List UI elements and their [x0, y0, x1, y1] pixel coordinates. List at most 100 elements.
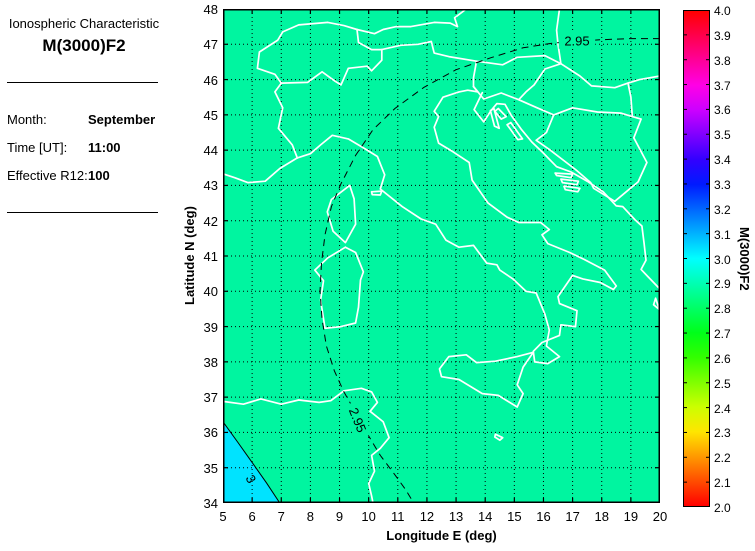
island-cres [489, 107, 501, 130]
sardinia [313, 246, 365, 330]
y-tick-label: 42 [203, 213, 218, 229]
x-tick-label: 13 [448, 509, 464, 524]
y-tick-label: 47 [203, 37, 218, 53]
y-tick-label: 41 [203, 249, 218, 264]
plot-frame [223, 9, 660, 503]
colorbar-tick-label: 3.9 [714, 28, 731, 43]
divider-top [7, 82, 158, 83]
colorbar-tick-label: 3.3 [714, 177, 731, 192]
elba [370, 190, 383, 196]
contour-label-box [558, 32, 596, 49]
colorbar-tick-label: 2.1 [714, 476, 731, 491]
colorbar-tick-label: 2.6 [714, 351, 731, 366]
contour-3 [223, 421, 281, 503]
time-label: Time [UT]: [7, 140, 68, 155]
colorbar-label: M(3000)F2 [737, 226, 752, 291]
colorbar-ticks [683, 34, 710, 483]
france-coast [223, 157, 299, 184]
contour-label-box [343, 400, 372, 440]
colorbar-tick-label: 2.3 [714, 426, 731, 441]
austria-north-border [356, 9, 468, 35]
param-row-month: Month: September [0, 112, 215, 128]
contour-2.95 [319, 38, 660, 503]
austria-hungary-border [555, 9, 562, 65]
corsica [326, 184, 357, 244]
y-tick-label: 43 [203, 178, 218, 194]
characteristic-name: M(3000)F2 [42, 36, 126, 55]
month-value: September [88, 112, 156, 127]
corfu [652, 297, 660, 311]
panel-title: Ionospheric Characteristic [8, 16, 160, 31]
x-tick-label: 19 [623, 509, 639, 524]
island-krk [493, 107, 508, 120]
x-tick-label: 11 [391, 509, 405, 524]
x-tick-label: 9 [335, 509, 344, 524]
x-tick-label: 6 [248, 509, 256, 524]
island-brac [554, 172, 574, 179]
colorbar-tick-label: 2.8 [714, 302, 731, 317]
colorbar-tick-label: 2.7 [714, 327, 731, 342]
colorbar-tick-label: 3.5 [714, 128, 731, 143]
param-row-r12: Effective R12: 100 [0, 168, 215, 184]
swiss-italy-border [280, 48, 383, 86]
y-tick-label: 38 [203, 354, 218, 370]
y-tick-label: 40 [203, 284, 218, 300]
x-tick-label: 8 [306, 509, 314, 524]
colorbar-tick-label: 2.2 [714, 451, 731, 466]
colorbar-tick-label: 3.8 [714, 53, 731, 68]
colorbar-tick-label: 3.0 [714, 252, 731, 267]
y-tick-label: 35 [203, 460, 218, 476]
y-tick-label: 34 [203, 496, 218, 511]
contour-label-group: 2.95 [558, 32, 596, 49]
y-tick-label: 39 [203, 319, 218, 335]
island-korcula [563, 185, 581, 193]
r12-label: Effective R12: [7, 168, 88, 183]
colorbar-tick-label: 2.5 [714, 376, 731, 391]
x-tick-label: 12 [419, 509, 435, 524]
x-tick-label: 10 [361, 509, 376, 524]
africa-coast [223, 387, 390, 503]
x-axis-label: Longitude E (deg) [386, 528, 497, 543]
y-tick-label: 46 [203, 72, 218, 88]
island-pag [506, 121, 524, 141]
colorbar-tick-label: 3.7 [714, 78, 731, 93]
croatia-albania-coast [473, 91, 660, 294]
x-tick-label: 5 [219, 509, 227, 524]
colorbar-tick-label: 3.2 [714, 202, 731, 217]
bosnia-dalmatia-border [535, 114, 616, 203]
x-tick-label: 18 [594, 509, 609, 524]
colorbar-tick-label: 3.1 [714, 227, 731, 242]
austria-italy-border [380, 40, 478, 88]
x-tick-label: 14 [477, 509, 493, 524]
y-tick-label: 44 [203, 143, 218, 159]
swiss-border-outer [256, 21, 383, 84]
italy-coast [296, 85, 618, 365]
malta [493, 433, 504, 442]
colorbar-tick-label: 2.0 [714, 501, 731, 515]
divider-bottom [7, 212, 158, 213]
colorbar-tick-label: 2.9 [714, 277, 731, 292]
y-tick-label: 48 [203, 2, 218, 17]
x-tick-label: 7 [277, 509, 285, 524]
map-plot-area: 2.952.953 [223, 9, 660, 503]
colorbar-tick-label: 3.6 [714, 103, 731, 118]
sicily [438, 351, 535, 408]
croatia-bosnia-border [517, 98, 634, 118]
grid-layer [223, 9, 660, 503]
x-tick-label: 20 [652, 509, 668, 524]
month-label: Month: [7, 112, 47, 127]
r12-value: 100 [88, 168, 110, 183]
y-tick-label: 45 [203, 107, 218, 123]
contour-label: 2.95 [564, 33, 589, 48]
y-tick-label: 36 [203, 425, 218, 441]
austria-slovenia-border [475, 54, 562, 66]
serbia-border [613, 82, 648, 203]
x-tick-label: 15 [507, 509, 522, 524]
island-hvar [560, 178, 580, 186]
colorbar-tick-label: 3.4 [714, 153, 731, 168]
time-value: 11:00 [88, 140, 121, 155]
france-italy-border [274, 82, 299, 159]
x-tick-label: 17 [565, 509, 580, 524]
slovenia-croatia-border [472, 62, 562, 101]
